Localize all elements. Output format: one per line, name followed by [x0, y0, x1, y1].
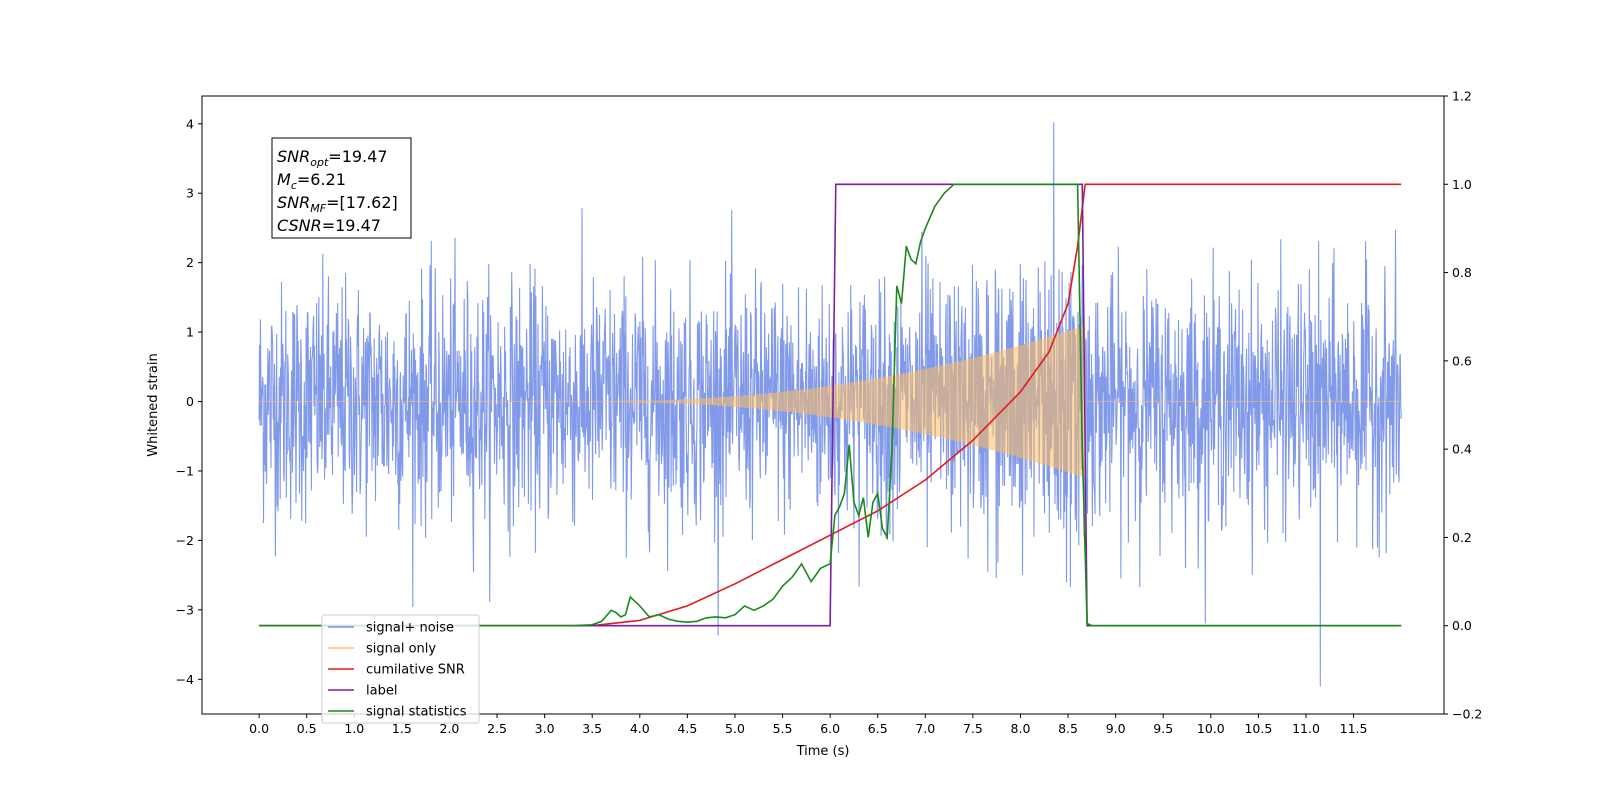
- x-tick-label: 0.0: [249, 721, 269, 736]
- x-tick-label: 11.0: [1292, 721, 1320, 736]
- x-tick-label: 2.5: [487, 721, 507, 736]
- x-tick-label: 4.5: [677, 721, 697, 736]
- x-tick-label: 1.5: [392, 721, 412, 736]
- x-tick-label: 11.5: [1340, 721, 1368, 736]
- stat-line: SNRopt=19.47: [277, 147, 388, 169]
- x-tick-label: 5.0: [725, 721, 745, 736]
- x-tick-label: 6.0: [820, 721, 840, 736]
- y2-tick-label: 0.2: [1452, 530, 1472, 545]
- x-axis-label: Time (s): [796, 744, 850, 759]
- series-signal-noise-line: [258, 122, 1402, 687]
- y-tick-label: 2: [186, 255, 194, 270]
- y-tick-label: 3: [186, 186, 194, 201]
- x-tick-label: 7.0: [915, 721, 935, 736]
- legend-label: signal statistics: [366, 705, 467, 720]
- y-tick-label: 0: [186, 394, 194, 409]
- y2-tick-label: 1.0: [1452, 177, 1472, 192]
- y-tick-label: −2: [176, 533, 194, 548]
- y-tick-label: −1: [176, 463, 194, 478]
- x-tick-label: 4.0: [630, 721, 650, 736]
- legend-label: cumilative SNR: [366, 663, 465, 678]
- stat-line: CSNR=19.47: [277, 216, 381, 235]
- y2-tick-label: 0.8: [1452, 265, 1472, 280]
- stat-line: SNRMF=[17.62]: [277, 193, 398, 215]
- axes-frame: [201, 95, 1445, 715]
- y2-tick-label: −0.2: [1452, 707, 1482, 722]
- y-tick-label: −4: [176, 672, 194, 687]
- stat-line: Mc=6.21: [277, 170, 346, 192]
- y-tick-label: −3: [176, 602, 194, 617]
- legend-label: signal+ noise: [366, 621, 454, 636]
- x-tick-label: 10.5: [1244, 721, 1272, 736]
- plot-area: [258, 122, 1402, 687]
- series-signal-statistics-line: [259, 183, 1402, 627]
- x-tick-label: 0.5: [297, 721, 317, 736]
- x-tick-label: 9.5: [1153, 721, 1173, 736]
- x-tick-label: 1.0: [344, 721, 364, 736]
- y2-tick-label: 0.6: [1452, 353, 1472, 368]
- x-tick-label: 2.0: [440, 721, 460, 736]
- x-tick-label: 5.5: [773, 721, 793, 736]
- legend: signal+ noise signal only cumilative SNR la…: [321, 614, 480, 724]
- x-tick-label: 3.0: [535, 721, 555, 736]
- x-tick-label: 3.5: [582, 721, 602, 736]
- x-tick-label: 9.0: [1106, 721, 1126, 736]
- series-cumilative-snr-line: [259, 183, 1402, 627]
- axis-ticks: 0.0 0.5 1.0 1.5 2.0 2.5 3.0 3.5 4.0 4.5 5.0 5.5 6.0 6…: [176, 89, 1483, 737]
- stats-annotation-box: SNRopt=19.47Mc=6.21SNRMF=[17.62]CSNR=19.…: [271, 137, 412, 239]
- y2-tick-label: 0.4: [1452, 442, 1472, 457]
- y-tick-label: 1: [186, 325, 194, 340]
- x-tick-label: 8.0: [1011, 721, 1031, 736]
- y2-tick-label: 1.2: [1452, 89, 1472, 104]
- y-tick-label: 4: [186, 116, 194, 131]
- y-axis-label: Whitened strain: [146, 353, 161, 456]
- x-tick-label: 6.5: [868, 721, 888, 736]
- legend-label: label: [366, 684, 397, 699]
- legend-label: signal only: [366, 642, 436, 657]
- x-tick-label: 8.5: [1058, 721, 1078, 736]
- y2-tick-label: 0.0: [1452, 618, 1472, 633]
- x-tick-label: 10.0: [1197, 721, 1225, 736]
- x-tick-label: 7.5: [963, 721, 983, 736]
- series-signal-only-line: [259, 325, 1402, 478]
